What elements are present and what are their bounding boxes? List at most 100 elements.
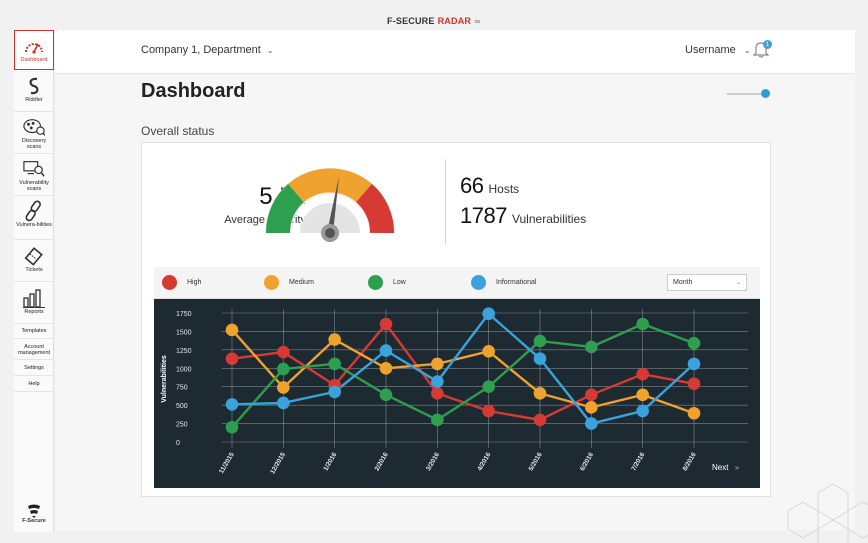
- sidebar-item-label: Vulnera-bilities: [16, 222, 52, 228]
- x-tick-label: 5/2016: [528, 451, 544, 472]
- data-point-medium: [482, 345, 495, 358]
- y-tick-label: 1250: [176, 348, 192, 355]
- data-point-high: [636, 367, 649, 381]
- chain-link-icon: [23, 200, 45, 222]
- user-menu[interactable]: Username ⌄: [685, 44, 751, 56]
- sidebar-item-label: Discovery scans: [21, 138, 47, 150]
- status-divider: [445, 159, 446, 245]
- sidebar-item-account-management[interactable]: Account management: [14, 340, 54, 360]
- hosts-label: Hosts: [488, 182, 520, 196]
- riddler-icon: [23, 76, 45, 96]
- company-selector[interactable]: Company 1, Department ⌄: [141, 44, 274, 56]
- y-tick-label: 500: [176, 403, 188, 410]
- sidebar-item-discovery-scans[interactable]: Discovery scans: [14, 114, 54, 154]
- legend-label: Low: [393, 279, 406, 286]
- top-header: Company 1, Department ⌄ Username ⌄ 1: [55, 30, 855, 74]
- data-point-medium: [585, 401, 598, 414]
- vulnerability-scan-icon: [23, 159, 45, 179]
- chevron-down-icon: ⌄: [735, 280, 741, 286]
- data-point-informational: [482, 307, 495, 321]
- x-tick-label: 4/2016: [476, 451, 492, 472]
- x-tick-label: 11/2015: [218, 451, 236, 475]
- gauge-needle: [327, 175, 340, 234]
- legend-dot: [264, 275, 279, 290]
- period-select[interactable]: Month ⌄: [667, 274, 747, 291]
- toggle-knob[interactable]: [761, 89, 770, 98]
- series-line-medium: [231, 329, 695, 415]
- chevron-down-icon: ⌄: [743, 46, 751, 55]
- x-tick-label: 3/2016: [425, 451, 441, 472]
- hosts-value: 66: [460, 173, 484, 198]
- x-tick-label: 8/2016: [682, 451, 698, 472]
- data-point-informational: [225, 398, 239, 411]
- vulnerabilities-label: Vulnerabilities: [511, 212, 587, 226]
- y-tick-label: 1000: [176, 366, 192, 373]
- hosts-stat: 66 Hosts: [460, 173, 519, 199]
- data-point-low: [585, 340, 598, 354]
- data-point-medium: [379, 361, 393, 375]
- legend-dot: [162, 275, 177, 290]
- data-point-medium: [533, 387, 547, 400]
- sidebar: Dashboard Riddler Discovery scans Vulner…: [14, 30, 54, 532]
- notifications-button[interactable]: 1: [752, 40, 773, 62]
- vulnerability-chart: 0 250 500 750 1000 1250 1500 1750 11/2015 12/2015…: [154, 299, 760, 488]
- series-line-low: [231, 322, 695, 429]
- sidebar-item-label: Tickets: [25, 267, 43, 273]
- sidebar-item-label: Vulnerability scans: [19, 180, 49, 192]
- chart-legend: High Medium Low Informational Month ⌄: [154, 267, 760, 299]
- ticket-icon: [23, 246, 45, 266]
- legend-item-high[interactable]: High: [162, 275, 201, 290]
- data-point-medium: [225, 323, 239, 337]
- data-point-high: [687, 377, 701, 391]
- data-point-low: [482, 380, 495, 394]
- data-point-informational: [379, 344, 393, 357]
- next-button[interactable]: Next »: [712, 463, 739, 472]
- legend-dot: [368, 275, 383, 290]
- data-point-medium: [687, 406, 701, 420]
- data-point-informational: [277, 396, 290, 410]
- data-point-medium: [277, 381, 290, 394]
- overall-status-card: 5,52 Average severity 66 Hosts: [141, 142, 771, 497]
- sidebar-item-settings[interactable]: Settings: [14, 361, 54, 376]
- y-tick-label: 750: [176, 385, 188, 392]
- data-point-high: [431, 387, 444, 400]
- legend-item-low[interactable]: Low: [368, 275, 406, 290]
- series-line-informational: [231, 312, 695, 425]
- legend-label: Medium: [289, 279, 314, 286]
- chart-svg: 0 250 500 750 1000 1250 1500 1750 11/2015 12/2015…: [161, 307, 748, 475]
- data-point-low: [533, 334, 547, 348]
- fsecure-logo-icon: [28, 504, 40, 518]
- sidebar-item-label: Dashboard: [20, 57, 48, 63]
- y-axis-label: Vulnerabilities: [161, 355, 168, 403]
- data-point-high: [585, 388, 598, 402]
- data-point-low: [225, 420, 239, 434]
- data-point-high: [533, 413, 547, 427]
- legend-item-informational[interactable]: Informational: [471, 275, 536, 290]
- sidebar-item-vulnerability-scans[interactable]: Vulnerability scans: [14, 156, 54, 196]
- data-point-informational: [687, 357, 701, 371]
- product-name: RADAR: [437, 16, 472, 26]
- legend-label: Informational: [496, 279, 537, 286]
- data-point-low: [636, 317, 649, 331]
- page-title: Dashboard: [141, 80, 246, 102]
- hexagon-decoration: [787, 483, 868, 543]
- view-toggle[interactable]: [727, 89, 770, 98]
- sidebar-item-riddler[interactable]: Riddler: [14, 72, 54, 112]
- sidebar-item-reports[interactable]: Reports: [14, 284, 54, 324]
- data-point-informational: [328, 385, 341, 399]
- sidebar-item-tickets[interactable]: Tickets: [14, 242, 54, 282]
- legend-item-medium[interactable]: Medium: [264, 275, 314, 290]
- data-point-low: [328, 357, 341, 371]
- sidebar-item-label: Riddler: [25, 97, 43, 103]
- brand-name: F-SECURE: [386, 16, 435, 26]
- sidebar-item-vulnerabilities[interactable]: Vulnera-bilities: [14, 198, 54, 240]
- y-tick-label: 250: [176, 422, 188, 429]
- sidebar-item-help[interactable]: Help: [14, 377, 54, 392]
- toggle-track: [727, 93, 765, 95]
- fsecure-logo: F-Secure: [14, 504, 54, 524]
- sidebar-item-templates[interactable]: Templates: [14, 324, 54, 339]
- data-point-high: [379, 317, 393, 331]
- sidebar-item-dashboard[interactable]: Dashboard: [14, 30, 54, 70]
- main-content: Company 1, Department ⌄ Username ⌄ 1 Das…: [55, 30, 855, 530]
